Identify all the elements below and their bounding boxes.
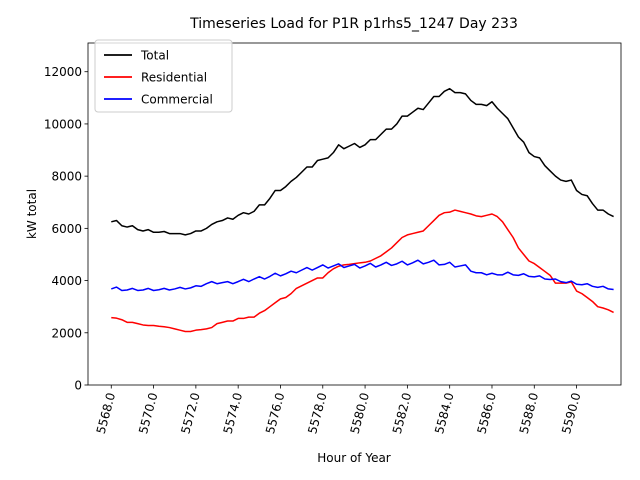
series-line-commercial xyxy=(111,259,614,292)
legend-label-commercial: Commercial xyxy=(141,93,213,107)
series-line-residential xyxy=(111,209,614,333)
legend: Total Residential Commercial xyxy=(94,39,233,113)
legend-label-total: Total xyxy=(140,49,169,63)
y-tick-label: 6000 xyxy=(51,222,82,236)
series-line-total xyxy=(111,87,614,236)
legend-box xyxy=(94,39,233,113)
y-tick-label: 4000 xyxy=(51,274,82,288)
y-tick-label: 12000 xyxy=(44,65,82,79)
y-tick-label: 8000 xyxy=(51,170,82,184)
y-tick-label: 0 xyxy=(74,379,82,393)
y-tick-label: 10000 xyxy=(44,117,82,131)
chart-title: Timeseries Load for P1R p1rhs5_1247 Day … xyxy=(189,16,518,32)
y-axis-title: kW total xyxy=(25,189,39,239)
x-axis-title: Hour of Year xyxy=(317,451,391,465)
plot-lines xyxy=(111,87,614,333)
plot-frame xyxy=(87,42,622,386)
y-tick-label: 2000 xyxy=(51,326,82,340)
legend-label-residential: Residential xyxy=(141,71,207,85)
